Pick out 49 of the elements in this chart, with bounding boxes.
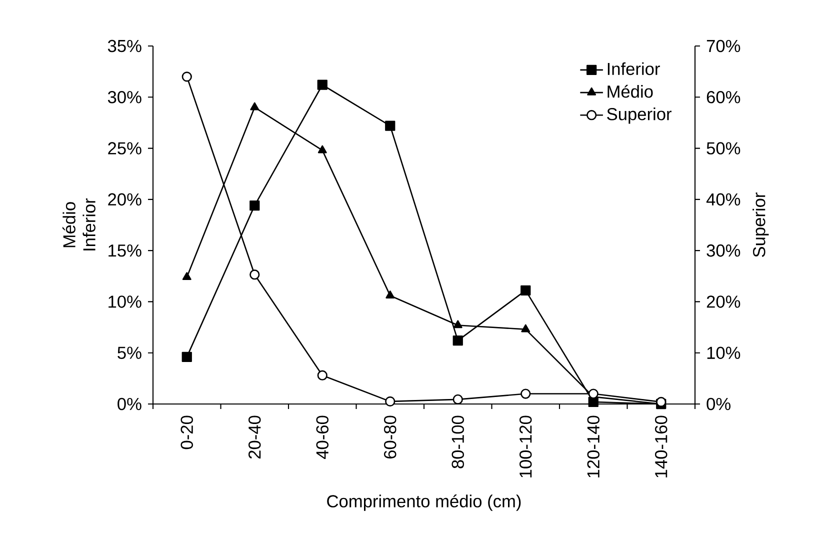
y-tick-label: 10% [108,296,142,308]
x-tick-label: 20-40 [248,416,261,458]
point [452,336,463,346]
x-tick-label: 60-80 [384,416,396,458]
x-tick-label: 120-140 [587,416,600,478]
point [317,370,328,380]
point [182,72,192,82]
x-tick-label: 100-120 [519,416,532,478]
y-tick-label: 30% [108,91,142,104]
y-tick-label: 25% [108,142,142,154]
point [521,324,530,332]
x-tick-label: 140-160 [654,416,668,478]
y2-tick-label: 40% [706,193,740,206]
point [182,272,192,280]
y2-tick-label: 0% [706,398,730,410]
y-axis-title: Médio Inferior [62,198,96,250]
y-tick-label: 20% [108,193,142,206]
x-tick-label: 40-60 [316,416,329,459]
point [250,102,260,110]
y2-tick-label: 30% [706,244,740,257]
point [588,388,598,399]
x-tick-label: 80-100 [452,416,464,468]
x-tick-label: 0-20 [180,416,194,450]
point [520,285,531,296]
point [182,352,192,362]
point [453,320,462,328]
point [250,270,260,280]
y2-tick-label: 60% [706,91,740,104]
point [452,394,463,404]
y-tick-label: 5% [118,346,142,359]
y2-tick-label: 70% [706,40,740,52]
point [318,145,327,154]
y2-tick-label: 20% [706,296,740,308]
point [317,80,328,90]
y2-tick-label: 10% [707,346,740,359]
y2-axis-title: Superior [752,192,769,257]
point [385,120,396,131]
legend-label: Médio [608,84,653,98]
y-tick-label: 35% [108,40,142,52]
point [386,290,395,298]
legend-label: Inferior [608,62,660,76]
point [250,200,260,211]
point [385,396,396,407]
point [520,388,531,399]
y-tick-label: 15% [108,244,142,257]
legend-label: Superior [607,108,672,124]
x-axis-title: Comprimento médio (cm) [327,494,521,511]
y-tick-label: 0% [118,398,142,410]
y2-tick-label: 50% [706,142,740,154]
